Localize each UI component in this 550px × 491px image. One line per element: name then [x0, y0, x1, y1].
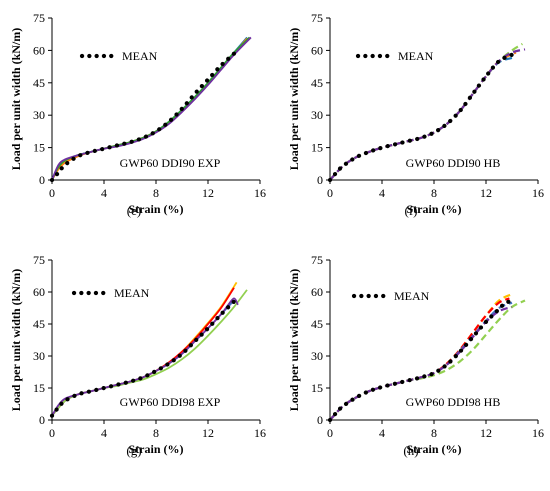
y-tick-label: 30: [33, 108, 45, 122]
specimen-series-line: [329, 299, 526, 421]
mean-series-line: [327, 52, 515, 183]
x-tick-label: 16: [254, 426, 266, 440]
x-axis-label: Strain (%): [407, 442, 462, 456]
y-tick-label: 60: [33, 43, 45, 57]
y-tick-label: 15: [311, 141, 323, 155]
x-tick-label: 0: [327, 426, 333, 440]
x-tick-label: 12: [202, 426, 214, 440]
chart-panel: 0 15 30 45 60 75 0 4 8 12 16 Strain (%) Load per uni…: [287, 253, 544, 458]
y-tick-label: 75: [33, 253, 45, 267]
legend-mean-label: MEAN: [122, 49, 158, 63]
y-tick-label: 15: [33, 381, 45, 395]
mean-series-line: [327, 299, 515, 423]
y-tick-label: 0: [317, 173, 323, 187]
chart-panel: 0 15 30 45 60 75 0 4 8 12 16 Strain (%) Load per uni…: [287, 11, 544, 218]
panel-annotation: GWP60 DDI90 HB: [406, 156, 501, 170]
panel-caption: (h): [403, 443, 418, 458]
x-tick-label: 4: [101, 426, 107, 440]
y-tick-label: 75: [311, 11, 323, 25]
y-tick-label: 75: [33, 11, 45, 25]
panel-caption: (f): [405, 203, 418, 218]
x-tick-label: 4: [379, 186, 385, 200]
x-axis-label: Strain (%): [129, 202, 184, 216]
chart-panel: 0 15 30 45 60 75 0 4 8 12 16 Strain (%) Load per uni…: [9, 253, 266, 458]
x-tick-label: 4: [101, 186, 107, 200]
legend-mean-label: MEAN: [398, 49, 434, 63]
panel-annotation: GWP60 DDI98 EXP: [120, 395, 221, 409]
x-tick-label: 0: [49, 186, 55, 200]
x-tick-label: 8: [431, 426, 437, 440]
mean-series-line: [49, 51, 237, 183]
y-axis-label: Load per unit width (kN/m): [9, 28, 23, 170]
x-tick-label: 16: [254, 186, 266, 200]
x-tick-label: 4: [379, 426, 385, 440]
x-tick-label: 0: [327, 186, 333, 200]
legend-mean-label: MEAN: [394, 289, 430, 303]
mean-series-line: [49, 299, 237, 418]
y-tick-label: 15: [33, 141, 45, 155]
y-tick-label: 0: [317, 413, 323, 427]
y-tick-label: 45: [33, 317, 45, 331]
y-tick-label: 0: [39, 413, 45, 427]
y-tick-label: 45: [311, 76, 323, 90]
y-tick-label: 60: [311, 285, 323, 299]
x-tick-label: 8: [153, 186, 159, 200]
y-tick-label: 30: [33, 349, 45, 363]
y-tick-label: 30: [311, 108, 323, 122]
x-tick-label: 12: [202, 186, 214, 200]
y-axis-label: Load per unit width (kN/m): [287, 28, 301, 170]
y-tick-label: 60: [33, 285, 45, 299]
panel-caption: (e): [127, 203, 141, 218]
y-tick-label: 75: [311, 253, 323, 267]
panel-annotation: GWP60 DDI90 EXP: [120, 156, 221, 170]
chart-panel: 0 15 30 45 60 75 0 4 8 12 16 Strain (%) Load per uni…: [9, 11, 266, 218]
y-axis-label: Load per unit width (kN/m): [287, 269, 301, 411]
legend-mean-label: MEAN: [114, 286, 150, 300]
panel-caption: (g): [126, 443, 141, 458]
y-tick-label: 45: [33, 76, 45, 90]
x-tick-label: 16: [532, 186, 544, 200]
x-tick-label: 8: [431, 186, 437, 200]
x-tick-label: 8: [153, 426, 159, 440]
y-tick-label: 30: [311, 349, 323, 363]
x-tick-label: 12: [480, 186, 492, 200]
x-axis-label: Strain (%): [129, 442, 184, 456]
y-axis-label: Load per unit width (kN/m): [9, 269, 23, 411]
y-tick-label: 0: [39, 173, 45, 187]
x-tick-label: 0: [49, 426, 55, 440]
y-tick-label: 45: [311, 317, 323, 331]
y-tick-label: 60: [311, 43, 323, 57]
x-tick-label: 16: [532, 426, 544, 440]
x-axis-label: Strain (%): [407, 202, 462, 216]
x-tick-label: 12: [480, 426, 492, 440]
y-tick-label: 15: [311, 381, 323, 395]
specimen-series-line: [51, 36, 252, 181]
panel-annotation: GWP60 DDI98 HB: [406, 395, 501, 409]
